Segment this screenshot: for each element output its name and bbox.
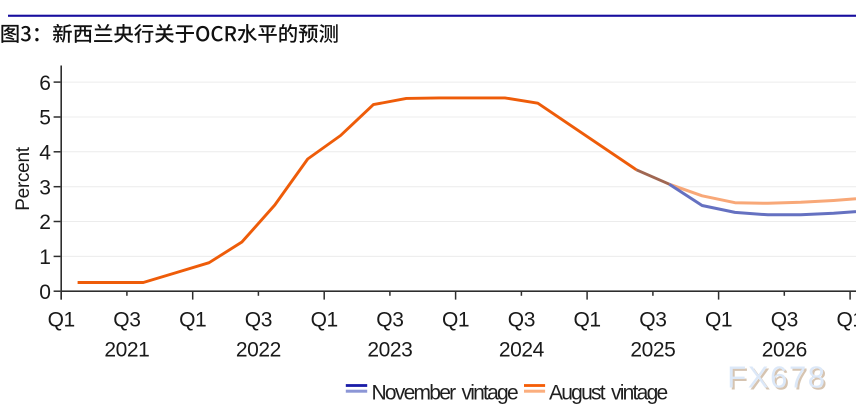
svg-text:2022: 2022 <box>236 339 281 362</box>
svg-text:3: 3 <box>39 176 50 199</box>
svg-text:Q1: Q1 <box>836 309 856 332</box>
svg-text:0: 0 <box>39 281 50 304</box>
svg-text:Q1: Q1 <box>573 309 600 332</box>
svg-text:2023: 2023 <box>367 339 412 362</box>
svg-text:6: 6 <box>39 72 50 95</box>
svg-text:2025: 2025 <box>630 339 675 362</box>
svg-text:2: 2 <box>39 211 50 234</box>
svg-text:Q3: Q3 <box>639 309 666 332</box>
svg-text:Q1: Q1 <box>705 309 732 332</box>
svg-text:FX678: FX678 <box>727 360 826 395</box>
svg-text:Percent: Percent <box>13 146 34 210</box>
svg-text:Q1: Q1 <box>48 309 75 332</box>
svg-text:Q3: Q3 <box>376 309 403 332</box>
svg-text:November vintage: November vintage <box>372 382 518 405</box>
svg-text:5: 5 <box>39 107 50 130</box>
svg-text:Q3: Q3 <box>508 309 535 332</box>
svg-text:Q3: Q3 <box>245 309 272 332</box>
svg-text:Q1: Q1 <box>311 309 338 332</box>
svg-text:Q3: Q3 <box>113 309 140 332</box>
svg-text:Q3: Q3 <box>771 309 798 332</box>
svg-text:1: 1 <box>39 246 50 269</box>
svg-text:2026: 2026 <box>762 339 807 362</box>
svg-text:Q1: Q1 <box>179 309 206 332</box>
svg-text:Q1: Q1 <box>442 309 469 332</box>
svg-text:2024: 2024 <box>499 339 545 362</box>
svg-text:4: 4 <box>39 142 51 165</box>
svg-text:2021: 2021 <box>104 339 149 362</box>
svg-text:August vintage: August vintage <box>549 382 668 405</box>
svg-text:FX678: FX678 <box>729 362 828 397</box>
